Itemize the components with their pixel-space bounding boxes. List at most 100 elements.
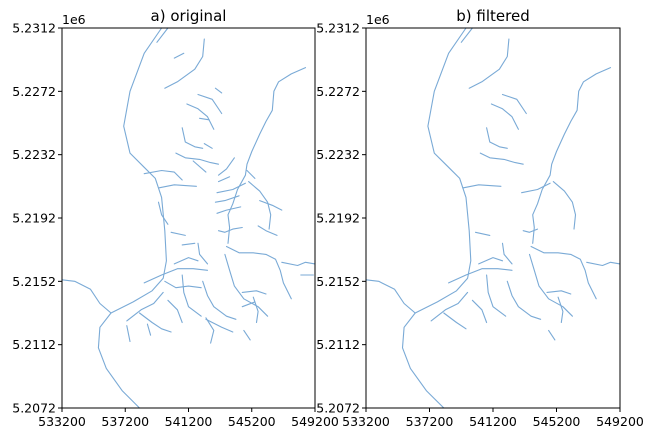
axes-filtered: 533200 537200 541200 545200 549200 5.2072 5.21… <box>316 21 644 430</box>
stream-line-filtered-24 <box>443 312 467 330</box>
stream-line-filtered-17 <box>528 253 573 317</box>
stream-line-original-29 <box>170 231 186 236</box>
x-tick-label-filtered-4: 549200 <box>596 414 644 429</box>
x-tick-label-filtered-3: 545200 <box>533 414 581 429</box>
stream-line-original-30 <box>181 242 196 246</box>
stream-line-original-22 <box>248 181 272 230</box>
panel-title-filtered: b) filtered <box>456 7 529 25</box>
stream-line-original-16 <box>217 157 235 176</box>
stream-line-original-32 <box>224 253 269 317</box>
stream-line-original-45 <box>146 323 152 336</box>
stream-line-original-44 <box>126 325 131 343</box>
stream-line-filtered-0 <box>401 27 472 409</box>
stream-line-original-31 <box>173 257 199 265</box>
y-tick-label-filtered-3: 5.2192 <box>316 211 360 226</box>
stream-line-filtered-8 <box>479 152 524 165</box>
stream-line-filtered-27 <box>548 329 556 341</box>
stream-line-original-5 <box>227 67 307 244</box>
stream-line-original-40 <box>205 318 234 333</box>
stream-line-original-20 <box>216 206 242 214</box>
plot-area-original <box>61 27 316 409</box>
x-tick-label-original-0: 533200 <box>38 414 86 429</box>
stream-line-filtered-13 <box>530 245 597 300</box>
stream-line-original-11 <box>203 143 213 149</box>
stream-line-original-2 <box>156 27 169 43</box>
stream-line-original-21 <box>246 169 256 179</box>
y-offset-label-original: 1e6 <box>62 12 86 27</box>
stream-line-filtered-5 <box>501 93 527 115</box>
stream-line-original-19 <box>214 195 240 203</box>
axes-original: 533200 537200 541200 545200 549200 5.2072 5.21… <box>12 21 339 430</box>
y-tick-label-original-1: 5.2112 <box>12 337 56 352</box>
stream-line-original-15 <box>157 184 197 189</box>
stream-line-filtered-21 <box>506 280 542 320</box>
stream-line-filtered-22 <box>430 291 469 322</box>
stream-line-filtered-1 <box>365 279 416 314</box>
stream-line-filtered-11 <box>552 181 577 230</box>
stream-line-filtered-26 <box>557 296 564 324</box>
stream-line-filtered-14 <box>501 242 513 265</box>
y-tick-label-original-4: 5.2232 <box>12 147 56 162</box>
stream-line-filtered-20 <box>486 274 507 317</box>
x-tick-label-filtered-0: 533200 <box>342 414 390 429</box>
y-tick-label-filtered-2: 5.2152 <box>316 274 360 289</box>
x-tick-label-original-3: 545200 <box>228 414 276 429</box>
panel-title-original: a) original <box>151 7 227 25</box>
stream-line-filtered-16 <box>478 257 504 265</box>
stream-line-original-35 <box>143 268 209 284</box>
stream-line-filtered-2 <box>460 27 473 43</box>
stream-line-original-37 <box>181 274 202 317</box>
x-tick-label-original-4: 549200 <box>291 414 339 429</box>
stream-line-original-23 <box>259 200 283 211</box>
x-tick-label-filtered-1: 537200 <box>406 414 454 429</box>
stream-line-filtered-23 <box>471 299 488 324</box>
x-tick-label-filtered-2: 541200 <box>469 414 517 429</box>
stream-line-filtered-9 <box>462 184 502 189</box>
y-offset-label-filtered: 1e6 <box>366 12 390 27</box>
stream-line-original-3 <box>173 52 185 59</box>
stream-line-original-18 <box>216 182 246 194</box>
stream-line-original-13 <box>192 160 207 173</box>
stream-line-original-0 <box>97 27 167 409</box>
stream-line-original-9 <box>199 117 210 121</box>
stream-line-filtered-6 <box>490 103 519 130</box>
stream-line-original-7 <box>214 87 223 94</box>
stream-line-original-14 <box>143 169 183 181</box>
stream-line-original-39 <box>205 317 215 344</box>
y-tick-label-filtered-1: 5.2112 <box>316 337 360 352</box>
y-tick-label-original-3: 5.2192 <box>12 211 56 226</box>
stream-line-filtered-15 <box>474 231 491 236</box>
stream-line-original-24 <box>217 226 243 233</box>
stream-line-filtered-3 <box>468 38 510 89</box>
stream-line-original-6 <box>197 93 223 115</box>
y-tick-label-original-6: 5.2312 <box>12 21 56 36</box>
stream-line-filtered-7 <box>486 127 508 149</box>
stream-line-original-12 <box>175 152 220 165</box>
x-tick-label-original-1: 537200 <box>101 414 149 429</box>
stream-line-original-25 <box>257 225 278 236</box>
stream-line-original-48 <box>252 296 259 324</box>
stream-line-original-41 <box>126 291 164 322</box>
y-tick-label-original-2: 5.2152 <box>12 274 56 289</box>
stream-line-filtered-4 <box>532 67 612 244</box>
stream-line-original-47 <box>241 301 256 308</box>
stream-line-original-10 <box>181 127 204 149</box>
stream-line-original-42 <box>167 299 183 324</box>
x-tick-label-original-2: 541200 <box>165 414 213 429</box>
panel-filtered: b) filtered 1e6 533200 537200 541200 545200… <box>316 7 644 429</box>
stream-line-original-27 <box>197 242 209 265</box>
y-tick-label-filtered-4: 5.2232 <box>316 147 360 162</box>
stream-line-original-26 <box>225 245 292 300</box>
stream-line-filtered-12 <box>522 228 539 233</box>
plot-area-filtered <box>365 27 621 409</box>
y-tick-label-filtered-6: 5.2312 <box>316 21 360 36</box>
y-tick-label-original-5: 5.2272 <box>12 84 56 99</box>
stream-line-original-38 <box>202 280 237 320</box>
panel-original: a) original 1e6 533200 537200 541200 545200… <box>12 7 339 429</box>
stream-line-original-1 <box>61 279 112 314</box>
stream-line-original-17 <box>217 176 231 183</box>
stream-line-original-43 <box>138 312 172 333</box>
y-tick-label-filtered-0: 5.2072 <box>316 401 360 416</box>
